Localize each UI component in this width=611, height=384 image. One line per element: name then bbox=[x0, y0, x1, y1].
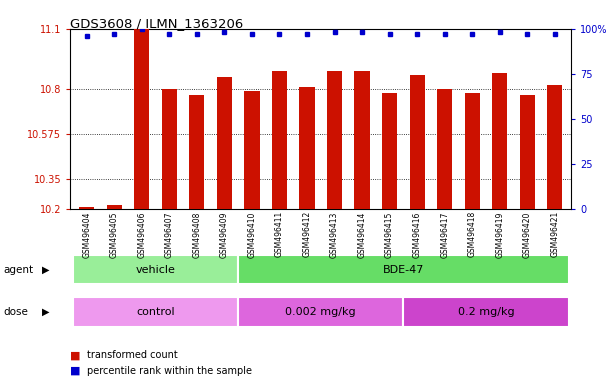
Text: GSM496406: GSM496406 bbox=[137, 211, 147, 258]
Bar bbox=[217, 77, 232, 209]
Text: GSM496417: GSM496417 bbox=[440, 211, 449, 258]
Text: GSM496414: GSM496414 bbox=[357, 211, 367, 258]
Text: GSM496413: GSM496413 bbox=[330, 211, 339, 258]
Text: GSM496421: GSM496421 bbox=[551, 211, 559, 257]
Text: ▶: ▶ bbox=[42, 307, 49, 317]
Bar bbox=[238, 297, 403, 327]
Text: GSM496410: GSM496410 bbox=[247, 211, 257, 258]
Text: BDE-47: BDE-47 bbox=[382, 265, 424, 275]
Text: transformed count: transformed count bbox=[87, 350, 178, 360]
Text: control: control bbox=[136, 307, 175, 317]
Text: 0.002 mg/kg: 0.002 mg/kg bbox=[285, 307, 356, 317]
Text: agent: agent bbox=[3, 265, 33, 275]
Text: GSM496409: GSM496409 bbox=[220, 211, 229, 258]
Bar bbox=[437, 89, 452, 209]
Bar bbox=[79, 207, 94, 209]
Bar bbox=[134, 29, 150, 209]
Text: GSM496420: GSM496420 bbox=[523, 211, 532, 258]
Bar bbox=[73, 255, 238, 285]
Text: GSM496404: GSM496404 bbox=[82, 211, 91, 258]
Bar bbox=[272, 71, 287, 209]
Bar bbox=[73, 297, 238, 327]
Text: dose: dose bbox=[3, 307, 28, 317]
Text: GSM496411: GSM496411 bbox=[275, 211, 284, 257]
Bar bbox=[464, 93, 480, 209]
Bar bbox=[403, 297, 568, 327]
Text: GSM496416: GSM496416 bbox=[412, 211, 422, 258]
Bar bbox=[244, 91, 260, 209]
Bar bbox=[520, 95, 535, 209]
Text: 0.2 mg/kg: 0.2 mg/kg bbox=[458, 307, 514, 317]
Text: ■: ■ bbox=[70, 350, 81, 360]
Text: percentile rank within the sample: percentile rank within the sample bbox=[87, 366, 252, 376]
Text: GDS3608 / ILMN_1363206: GDS3608 / ILMN_1363206 bbox=[70, 17, 244, 30]
Text: GSM496415: GSM496415 bbox=[385, 211, 394, 258]
Bar bbox=[238, 255, 568, 285]
Text: vehicle: vehicle bbox=[136, 265, 175, 275]
Text: GSM496405: GSM496405 bbox=[110, 211, 119, 258]
Text: ▶: ▶ bbox=[42, 265, 49, 275]
Text: GSM496419: GSM496419 bbox=[495, 211, 504, 258]
Text: GSM496418: GSM496418 bbox=[467, 211, 477, 257]
Text: GSM496412: GSM496412 bbox=[302, 211, 312, 257]
Bar bbox=[162, 89, 177, 209]
Bar bbox=[409, 75, 425, 209]
Text: GSM496407: GSM496407 bbox=[165, 211, 174, 258]
Bar bbox=[299, 87, 315, 209]
Bar bbox=[492, 73, 507, 209]
Bar bbox=[354, 71, 370, 209]
Bar bbox=[189, 95, 205, 209]
Text: ■: ■ bbox=[70, 366, 81, 376]
Text: GSM496408: GSM496408 bbox=[192, 211, 202, 258]
Bar bbox=[547, 85, 562, 209]
Bar bbox=[327, 71, 342, 209]
Bar bbox=[107, 205, 122, 209]
Bar bbox=[382, 93, 397, 209]
